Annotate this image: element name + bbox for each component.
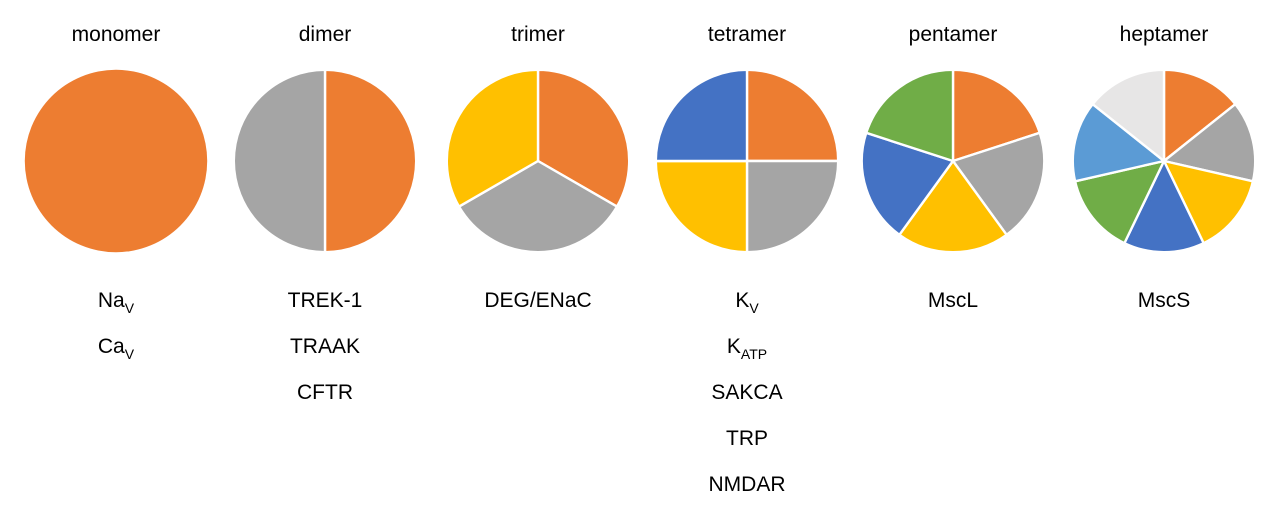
- subunit-slice: [865, 68, 955, 163]
- channel-name-main: CFTR: [297, 381, 353, 404]
- channel-name: DEG/ENaC: [438, 288, 638, 314]
- group-monomer: monomer NaV CaV: [16, 0, 216, 509]
- channel-name-main: SAKCA: [711, 381, 783, 404]
- group-title: pentamer: [908, 23, 998, 46]
- subunit-slice: [654, 159, 749, 254]
- channel-name: SAKCA: [647, 380, 847, 406]
- channel-name-main: DEG/ENaC: [484, 289, 592, 312]
- channel-name: TRP: [647, 426, 847, 452]
- subunit-slice: [323, 68, 418, 254]
- channel-name: KATP: [647, 334, 847, 362]
- group-title: dimer: [298, 23, 352, 46]
- subunit-slice: [1071, 102, 1166, 183]
- subunit-slice: [1162, 159, 1255, 245]
- channel-name: TREK-1: [225, 288, 425, 314]
- subunit-pie: [1071, 68, 1257, 254]
- channel-name: CFTR: [225, 380, 425, 406]
- group-title: heptamer: [1119, 23, 1209, 46]
- subunit-slice: [445, 68, 540, 208]
- subunit-slice: [898, 159, 1008, 254]
- channel-name-subscript: ATP: [740, 346, 768, 362]
- subunit-slice: [654, 68, 749, 163]
- channel-name: MscL: [853, 288, 1053, 314]
- channel-list: MscL: [853, 288, 1053, 334]
- channel-name: MscS: [1064, 288, 1264, 314]
- channel-name-main: NMDAR: [708, 473, 786, 496]
- group-title: monomer: [71, 23, 161, 46]
- subunit-pie: [860, 68, 1046, 254]
- subunit-slice: [1123, 159, 1205, 254]
- channel-list: MscS: [1064, 288, 1264, 334]
- group-heptamer: heptamer MscS: [1064, 0, 1264, 509]
- channel-name-main: K: [735, 289, 750, 312]
- channel-name-subscript: V: [124, 346, 135, 362]
- channel-name-subscript: V: [749, 300, 759, 316]
- subunit-slice: [1162, 102, 1257, 183]
- group-tetramer: tetramer KV KATP SAKCA TRP NMDAR: [647, 0, 847, 509]
- group-trimer: trimer DEG/ENaC: [438, 0, 638, 509]
- channel-name: NMDAR: [647, 472, 847, 498]
- channel-name-main: K: [726, 335, 741, 358]
- subunit-slice: [232, 68, 327, 254]
- group-dimer: dimer TREK-1 TRAAK CFTR: [225, 0, 425, 509]
- subunit-pie: [445, 68, 631, 254]
- channel-name: CaV: [16, 334, 216, 362]
- channel-name-subscript: V: [124, 300, 135, 316]
- channel-name: KV: [647, 288, 847, 316]
- subunit-slice: [745, 159, 840, 254]
- channel-name-main: TRAAK: [289, 335, 360, 358]
- subunit-pie: [24, 69, 208, 253]
- channel-name-main: Ca: [97, 335, 125, 358]
- group-pentamer: pentamer MscL: [853, 0, 1053, 509]
- subunit-slice: [1162, 68, 1237, 163]
- channel-list: KV KATP SAKCA TRP NMDAR: [647, 288, 847, 518]
- channel-name-main: TREK-1: [287, 289, 363, 312]
- channel-name-main: MscL: [927, 289, 979, 312]
- channel-name-main: TRP: [726, 427, 768, 450]
- channel-name-main: MscS: [1137, 289, 1191, 312]
- subunit-slice: [745, 68, 840, 163]
- channel-list: NaV CaV: [16, 288, 216, 380]
- subunit-pie: [654, 68, 840, 254]
- subunit-slice: [457, 159, 619, 254]
- channel-name-main: Na: [97, 289, 125, 312]
- group-title: tetramer: [707, 23, 787, 46]
- channel-name: TRAAK: [225, 334, 425, 360]
- subunit-slice: [860, 131, 955, 236]
- subunit-slice: [536, 68, 631, 208]
- group-title: trimer: [511, 23, 565, 46]
- subunit-slice: [951, 131, 1046, 236]
- subunit-pie: [232, 68, 418, 254]
- channel-list: DEG/ENaC: [438, 288, 638, 334]
- channel-name: NaV: [16, 288, 216, 316]
- subunit-slice: [1073, 159, 1166, 245]
- subunit-slice: [24, 69, 208, 253]
- channel-list: TREK-1 TRAAK CFTR: [225, 288, 425, 426]
- subunit-slice: [951, 68, 1041, 163]
- subunit-slice: [1091, 68, 1166, 163]
